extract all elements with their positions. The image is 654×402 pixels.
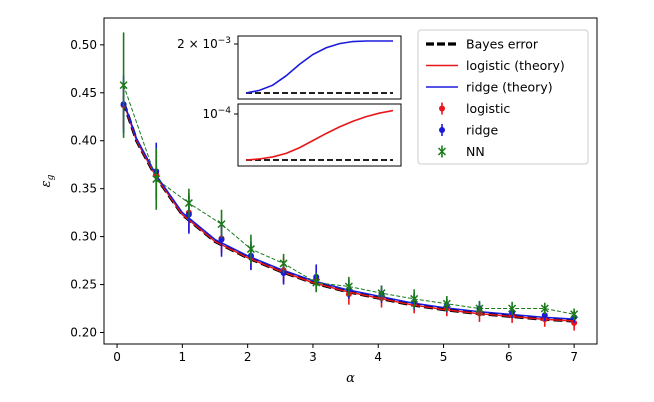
nn-point	[312, 278, 321, 287]
inset-y-tick-label: 10−4	[202, 106, 231, 121]
nn-point	[246, 245, 255, 254]
y-tick-label: 0.45	[70, 86, 97, 100]
y-tick-label: 0.50	[70, 38, 97, 52]
legend-item-logistic: logistic	[439, 101, 510, 116]
nn-point	[508, 304, 517, 313]
legend-label: ridge (theory)	[466, 80, 553, 95]
y-tick-label: 0.40	[70, 134, 97, 148]
nn-point	[570, 310, 579, 319]
nn-point	[217, 220, 226, 229]
x-tick-label: 5	[440, 350, 448, 364]
legend-label: logistic	[466, 101, 510, 116]
x-axis-title: α	[346, 371, 355, 386]
legend-item-nn: NN	[437, 144, 485, 159]
nn-point	[475, 304, 484, 313]
y-tick-label: 0.35	[70, 182, 97, 196]
legend-label: Bayes error	[466, 37, 539, 52]
inset-curve	[245, 40, 393, 94]
insets: 2 × 10−3 10−4	[177, 35, 402, 167]
legend-item-logistic-theory: logistic (theory)	[426, 58, 565, 73]
nn-point	[344, 282, 353, 291]
x-tick-label: 2	[244, 350, 252, 364]
x-tick-label: 6	[505, 350, 513, 364]
legend-swatch-marker	[439, 105, 445, 112]
series-nn	[119, 32, 579, 321]
inset-2: 10−4	[202, 103, 402, 167]
nn-point	[442, 299, 451, 308]
nn-point	[152, 175, 161, 184]
x-tick-label: 7	[570, 350, 578, 364]
y-tick-label: 0.25	[70, 278, 97, 292]
legend-frame	[417, 29, 589, 165]
nn-point	[184, 199, 193, 208]
legend-item-bayes-error: Bayes error	[426, 37, 539, 52]
x-tick-label: 4	[374, 350, 382, 364]
axes-frame	[103, 17, 598, 345]
nn-point	[119, 81, 128, 90]
ridge-point	[218, 236, 225, 243]
plot-area	[119, 32, 579, 331]
legend-label: ridge	[466, 123, 498, 138]
nn-point	[279, 259, 288, 268]
ridge-point	[541, 312, 548, 319]
legend-swatch-marker	[437, 147, 447, 156]
nn-point	[410, 294, 419, 303]
y-tick-label: 0.20	[70, 325, 97, 339]
inset-y-tick-label: 2 × 10−3	[177, 36, 231, 51]
x-tick-label: 1	[179, 350, 187, 364]
series-line-ridge-theory	[122, 101, 575, 320]
x-tick-label: 0	[113, 350, 121, 364]
inset-curve	[245, 109, 394, 161]
legend-label: NN	[466, 144, 485, 159]
nn-point	[377, 289, 386, 298]
legend-swatch-marker	[439, 127, 445, 133]
inset-1: 2 × 10−3	[177, 35, 402, 100]
nn-point	[540, 304, 549, 313]
y-tick-label: 0.30	[70, 230, 97, 244]
y-axis-title: εg	[39, 174, 56, 187]
x-tick-label: 3	[309, 350, 317, 364]
legend: Bayes error logistic (theory) ridge (theor…	[417, 29, 589, 165]
series-line-logistic-theory	[122, 102, 575, 322]
axes: 0 1 2 3 4 5 6 7 0.20 0.25 0.30 0.35 0.40 0.45 0.50 α εg	[39, 17, 598, 386]
legend-label: logistic (theory)	[466, 58, 565, 73]
series-line-nn	[123, 84, 575, 315]
legend-item-ridge-theory: ridge (theory)	[426, 80, 553, 95]
legend-item-ridge: ridge	[439, 123, 498, 138]
